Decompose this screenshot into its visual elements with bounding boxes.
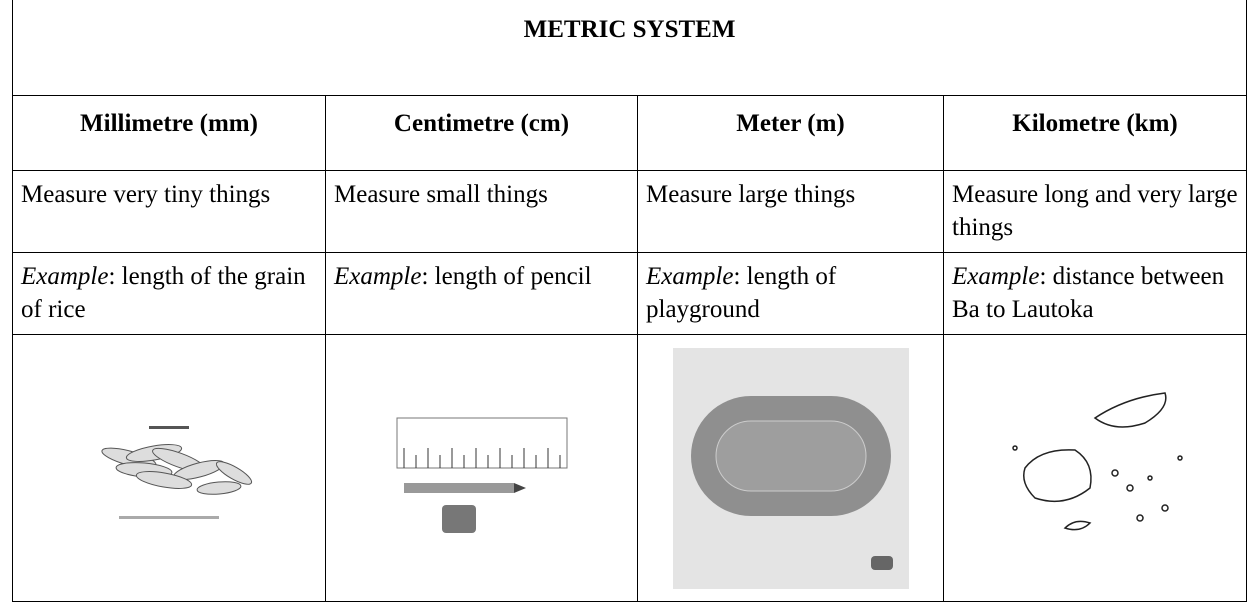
header-row: Millimetre (mm) Centimetre (cm) Meter (m… (13, 96, 1247, 171)
description-cell: Measure small things (326, 171, 638, 253)
description-cell: Measure very tiny things (13, 171, 326, 253)
rice-illustration (69, 398, 269, 538)
example-label: Example (646, 263, 733, 290)
example-text: : length of pencil (421, 263, 591, 290)
ruler-illustration (392, 393, 572, 543)
metric-table: METRIC SYSTEM Millimetre (mm) Centimetre… (12, 0, 1247, 602)
map-illustration (995, 378, 1195, 558)
table-title: METRIC SYSTEM (13, 0, 1247, 96)
header-cell: Meter (m) (638, 96, 944, 171)
image-cell (638, 335, 944, 602)
example-cell: Example: length of playground (638, 253, 944, 335)
example-label: Example (334, 263, 421, 290)
image-cell (944, 335, 1247, 602)
description-cell: Measure large things (638, 171, 944, 253)
example-label: Example (21, 263, 108, 290)
header-cell: Millimetre (mm) (13, 96, 326, 171)
example-label: Example (952, 263, 1039, 290)
header-cell: Centimetre (cm) (326, 96, 638, 171)
description-cell: Measure long and very large things (944, 171, 1247, 253)
track-illustration (671, 346, 911, 591)
description-row: Measure very tiny things Measure small t… (13, 171, 1247, 253)
example-cell: Example: length of the grain of rice (13, 253, 326, 335)
page: METRIC SYSTEM Millimetre (mm) Centimetre… (0, 0, 1251, 586)
header-cell: Kilometre (km) (944, 96, 1247, 171)
example-row: Example: length of the grain of rice Exa… (13, 253, 1247, 335)
title-row: METRIC SYSTEM (13, 0, 1247, 96)
example-cell: Example: length of pencil (326, 253, 638, 335)
image-cell (13, 335, 326, 602)
image-row (13, 335, 1247, 602)
image-cell (326, 335, 638, 602)
example-cell: Example: distance between Ba to Lautoka (944, 253, 1247, 335)
